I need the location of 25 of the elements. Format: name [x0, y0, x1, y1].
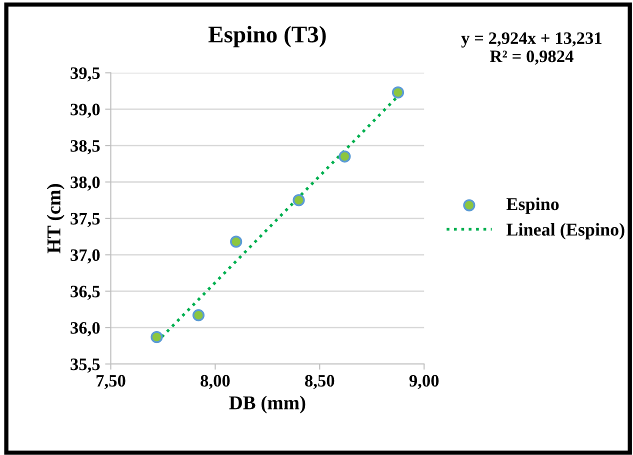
x-tick-label: 7,50 [96, 374, 126, 390]
y-tick-label: 35,5 [70, 358, 100, 373]
y-tick-label: 36,0 [70, 322, 100, 336]
y-axis-title: HT (cm) [46, 184, 64, 254]
point [338, 150, 351, 163]
point [230, 236, 242, 248]
point [150, 331, 163, 344]
point [292, 194, 305, 206]
text: y = 2,924x + 13,231 R² = 0,9824 [461, 32, 602, 65]
x-tick-label: 8,50 [305, 374, 334, 390]
legend-label: Lineal (Espino) [506, 223, 624, 240]
point [392, 86, 404, 99]
y-tick-label: 38,0 [70, 176, 100, 191]
x-tick-label: 9,00 [409, 374, 439, 390]
y-tick-label: 38,5 [70, 140, 100, 154]
legend-label: Espino [506, 198, 559, 214]
y-tick-label: 36,5 [70, 286, 100, 300]
y-tick-label: 39,0 [70, 104, 100, 118]
y-tick-label: 39,5 [70, 67, 100, 82]
x-axis-title: DB (mm) [229, 396, 306, 414]
y-tick-label: 37,0 [70, 249, 100, 264]
chart-title: Espino (T3) [208, 26, 326, 48]
y-tick-label: 37,5 [70, 212, 100, 228]
point [192, 309, 205, 322]
x-tick-label: 8,00 [200, 374, 230, 390]
